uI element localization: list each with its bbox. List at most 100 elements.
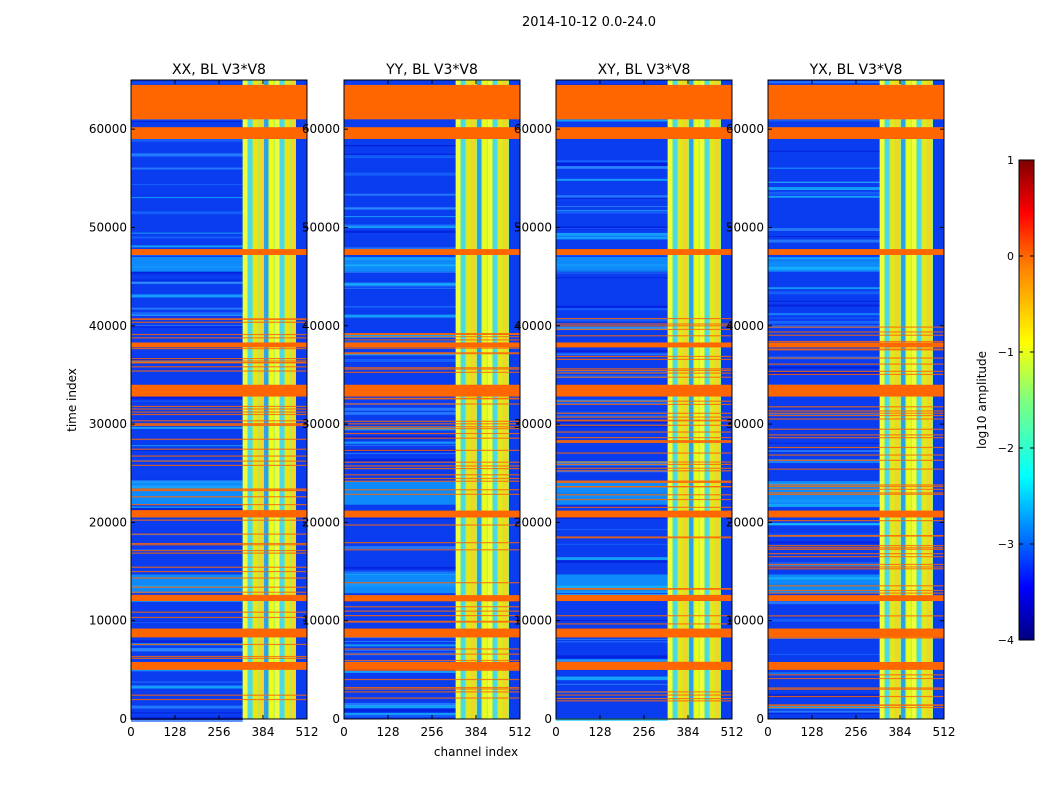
noise-streak	[768, 449, 880, 451]
flag-line	[768, 589, 944, 592]
flag-line	[344, 420, 520, 422]
noise-streak	[556, 199, 668, 201]
flag-line	[131, 423, 307, 426]
flag-line	[344, 620, 520, 622]
noise-streak	[768, 460, 880, 463]
colorbar-ticks: 1 0 −1 −2 −3 −4	[998, 154, 1034, 647]
flagged-band	[344, 127, 520, 139]
flagged-band	[131, 628, 307, 638]
noise-streak	[131, 139, 243, 142]
flag-line	[556, 441, 732, 443]
panel-title: YY, BL V3*V8	[385, 62, 478, 78]
noise-streak	[556, 84, 668, 86]
flag-line	[768, 592, 944, 594]
figure-suptitle: 2014-10-12 0.0-24.0	[522, 15, 656, 30]
noise-streak	[768, 181, 880, 183]
noise-streak	[344, 644, 456, 647]
channel-stripe	[248, 80, 253, 719]
flag-line	[344, 653, 520, 655]
flag-line	[768, 331, 944, 333]
noise-streak	[556, 370, 668, 373]
noise-streak	[556, 318, 668, 322]
noise-streak	[131, 507, 243, 510]
noise-streak	[768, 236, 880, 238]
y-tick-label: 0	[332, 712, 340, 726]
flag-line	[131, 611, 307, 613]
flag-line	[556, 481, 732, 484]
noise-streak	[556, 461, 668, 465]
flag-line	[768, 545, 944, 547]
noise-streak	[131, 281, 243, 284]
panel-title: YX, BL V3*V8	[809, 62, 903, 78]
flag-line	[768, 488, 944, 490]
flagged-band	[556, 249, 732, 255]
flag-line	[131, 318, 307, 320]
noise-streak	[344, 282, 456, 286]
noise-streak	[556, 210, 668, 214]
noise-streak	[556, 683, 668, 685]
noise-streak	[344, 314, 456, 318]
flag-line	[131, 408, 307, 410]
noise-streak	[556, 419, 668, 423]
noise-streak	[556, 400, 668, 404]
flagged-band	[768, 510, 944, 518]
channel-stripe	[253, 80, 258, 719]
flagged-band	[556, 384, 732, 397]
flag-line	[768, 428, 944, 430]
flagged-band	[344, 249, 520, 255]
flag-line	[768, 585, 944, 587]
channel-stripe	[710, 80, 715, 719]
noise-streak	[131, 705, 243, 709]
noise-streak	[556, 543, 668, 545]
noise-streak	[131, 396, 243, 400]
flag-line	[131, 448, 307, 450]
noise-streak	[131, 155, 243, 157]
noise-streak	[344, 708, 456, 712]
colorbar-tick-label: 1	[1007, 154, 1014, 167]
flag-line	[131, 519, 307, 521]
x-tick-label: 0	[127, 725, 135, 739]
flag-line	[131, 464, 307, 466]
noise-streak	[556, 641, 668, 643]
noise-streak	[131, 640, 243, 643]
channel-stripe	[503, 80, 508, 719]
x-tick-label: 256	[421, 725, 444, 739]
noise-streak	[556, 195, 668, 199]
noise-streak	[768, 601, 880, 605]
noise-streak	[131, 449, 243, 451]
flag-line	[768, 437, 944, 439]
noise-streak	[556, 414, 668, 417]
flag-line	[556, 537, 732, 539]
noise-streak	[768, 541, 880, 544]
channel-stripe	[477, 80, 482, 719]
channel-stripe	[705, 80, 710, 719]
flag-line	[768, 637, 944, 639]
noise-band	[556, 256, 668, 272]
flagged-band	[344, 342, 520, 348]
noise-streak	[556, 399, 668, 401]
flag-line	[556, 481, 732, 483]
channel-stripe	[922, 80, 927, 719]
noise-streak	[768, 119, 880, 122]
flag-line	[556, 412, 732, 414]
noise-streak	[768, 304, 880, 307]
y-tick-label: 30000	[89, 417, 127, 431]
noise-streak	[768, 564, 880, 567]
noise-streak	[344, 518, 456, 520]
flagged-band	[344, 384, 520, 397]
flag-line	[556, 424, 732, 426]
noise-streak	[556, 236, 668, 240]
flag-line	[556, 368, 732, 370]
channel-stripe	[493, 80, 498, 719]
flagged-band	[768, 84, 944, 120]
noise-streak	[344, 287, 456, 289]
panel-1: XX, BL V3*V8 0 128 256 384 512 0 10000 20000 3000…	[89, 62, 319, 739]
flag-line	[556, 355, 732, 358]
noise-streak	[344, 411, 456, 415]
channel-stripe	[264, 80, 269, 719]
noise-streak	[344, 154, 456, 158]
noise-streak	[556, 528, 668, 530]
flag-line	[344, 353, 520, 355]
flag-line	[556, 463, 732, 466]
flag-line	[556, 506, 732, 508]
